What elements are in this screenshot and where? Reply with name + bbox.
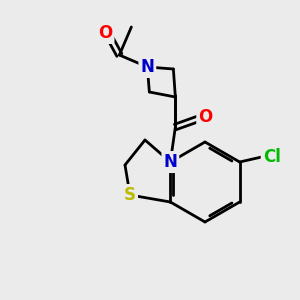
Text: O: O	[198, 108, 212, 126]
Text: N: N	[140, 58, 154, 76]
Text: N: N	[164, 153, 177, 171]
Text: S: S	[124, 186, 136, 204]
Text: Cl: Cl	[263, 148, 280, 166]
Text: O: O	[98, 24, 112, 42]
